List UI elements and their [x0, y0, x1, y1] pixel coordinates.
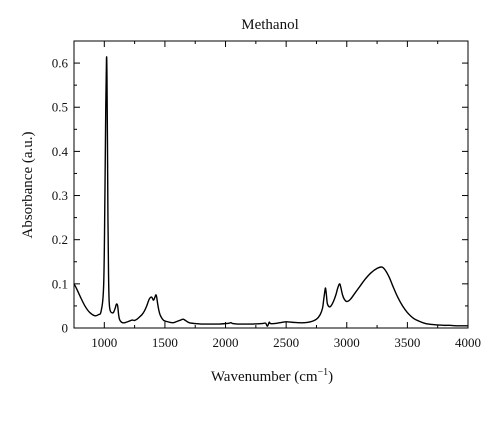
x-tick-label-2500: 2500: [273, 335, 299, 350]
x-axis-tick-labels: 1000 1500 2000 2500 3000 3500 4000: [91, 335, 481, 350]
x-tick-label-3500: 3500: [394, 335, 420, 350]
x-tick-label-4000: 4000: [455, 335, 481, 350]
chart-title: Methanol: [241, 17, 299, 33]
y-axis-ticks: [74, 62, 468, 329]
x-tick-label-1000: 1000: [91, 335, 117, 350]
y-tick-label-0.5: 0.5: [52, 100, 68, 115]
x-axis-label-main: Wavenumber: [211, 369, 291, 385]
y-tick-label-0.6: 0.6: [52, 56, 69, 71]
plot-frame: [73, 40, 469, 329]
y-axis-tick-labels: 0 0.1 0.2 0.3 0.4 0.5 0.6: [52, 56, 69, 336]
y-tick-label-0: 0: [62, 321, 69, 336]
x-axis-label-unit: cm: [299, 369, 318, 385]
y-tick-label-0.2: 0.2: [52, 232, 68, 247]
x-tick-label-1500: 1500: [152, 335, 178, 350]
x-axis-ticks: [73, 41, 469, 328]
y-axis-label: Absorbance (a.u.): [20, 131, 36, 238]
x-tick-label-2000: 2000: [213, 335, 239, 350]
x-axis-label-unit-exponent: −1: [318, 367, 329, 378]
y-tick-label-0.1: 0.1: [52, 276, 68, 291]
series-line-methanol: [73, 56, 468, 327]
y-tick-label-0.3: 0.3: [52, 188, 68, 203]
x-axis-label: Wavenumber (cm−1): [211, 367, 333, 385]
x-tick-label-3000: 3000: [334, 335, 360, 350]
y-tick-label-0.4: 0.4: [52, 144, 69, 159]
